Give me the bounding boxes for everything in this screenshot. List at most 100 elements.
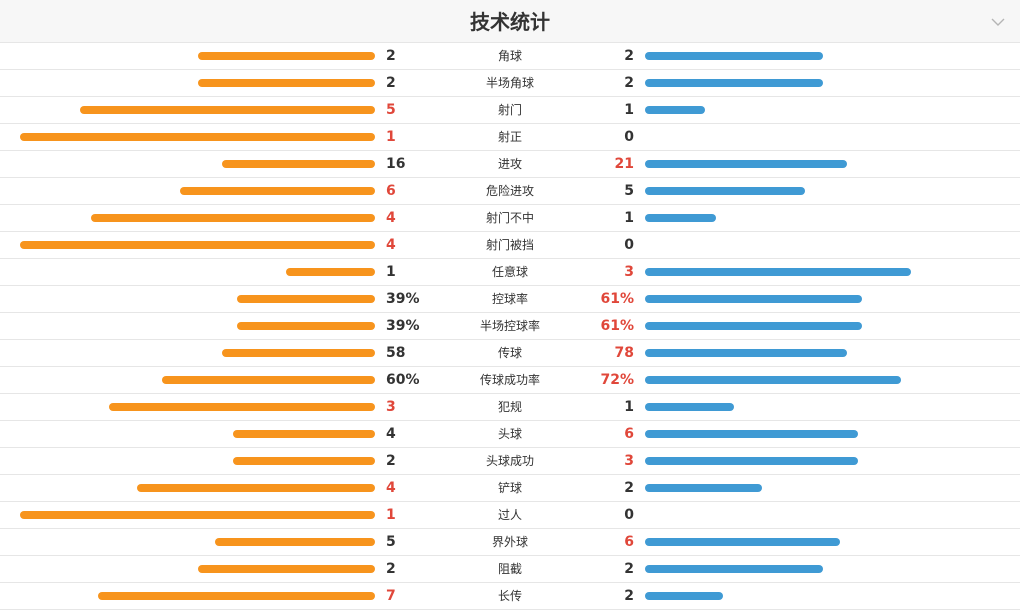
away-value: 6 (624, 426, 634, 442)
away-bar (645, 268, 912, 276)
stat-label: 长传 (497, 589, 522, 603)
stat-label: 射门 (497, 103, 522, 117)
stat-label: 界外球 (491, 535, 528, 549)
home-bar (197, 79, 375, 87)
home-value: 1 (386, 129, 396, 145)
home-value: 4 (386, 480, 396, 496)
stat-row: 39% 半场控球率 61% (0, 313, 1020, 340)
away-bar (645, 79, 823, 87)
stat-label: 头球 (497, 427, 522, 441)
away-bar (645, 565, 823, 573)
away-bar (645, 160, 848, 168)
home-value: 39% (386, 318, 420, 334)
stat-label: 传球成功率 (479, 373, 540, 387)
stat-label: 角球 (497, 49, 522, 63)
away-bar (645, 295, 862, 303)
away-value: 2 (624, 588, 634, 604)
stat-label: 阻截 (497, 562, 522, 576)
away-bar (645, 106, 706, 114)
stat-row: 7 长传 2 (0, 583, 1020, 610)
stat-label: 控球率 (491, 292, 528, 306)
home-bar (233, 430, 375, 438)
panel-title: 技术统计 (470, 10, 550, 34)
home-value: 3 (386, 399, 396, 415)
stat-label: 铲球 (497, 481, 522, 495)
home-value: 39% (386, 291, 420, 307)
away-value: 61% (600, 291, 634, 307)
panel-header: 技术统计 (0, 0, 1020, 43)
home-bar (91, 214, 375, 222)
stat-row: 4 铲球 2 (0, 475, 1020, 502)
stat-label: 传球 (497, 346, 522, 360)
away-value: 1 (624, 102, 634, 118)
home-value: 1 (386, 264, 396, 280)
home-bar (233, 457, 375, 465)
stat-row: 4 射门不中 1 (0, 205, 1020, 232)
away-bar (645, 403, 734, 411)
home-bar (236, 322, 375, 330)
away-value: 0 (624, 507, 634, 523)
away-bar (645, 376, 901, 384)
home-value: 2 (386, 453, 396, 469)
stat-row: 58 传球 78 (0, 340, 1020, 367)
home-bar (108, 403, 375, 411)
home-value: 4 (386, 210, 396, 226)
stat-row: 4 射门被挡 0 (0, 232, 1020, 259)
stat-row: 1 射正 0 (0, 124, 1020, 151)
home-bar (20, 133, 375, 141)
away-value: 21 (614, 156, 634, 172)
home-bar (222, 160, 375, 168)
home-value: 2 (386, 48, 396, 64)
stat-row: 2 阻截 2 (0, 556, 1020, 583)
away-value: 3 (624, 264, 634, 280)
stat-row: 3 犯规 1 (0, 394, 1020, 421)
stat-row: 1 任意球 3 (0, 259, 1020, 286)
stat-label: 过人 (497, 508, 522, 522)
chevron-down-icon[interactable] (990, 14, 1006, 28)
stat-label: 危险进攻 (485, 184, 534, 198)
home-bar (222, 349, 375, 357)
home-bar (20, 511, 375, 519)
away-value: 1 (624, 210, 634, 226)
stat-row: 5 射门 1 (0, 97, 1020, 124)
home-bar (215, 538, 375, 546)
away-value: 6 (624, 534, 634, 550)
away-value: 1 (624, 399, 634, 415)
away-bar (645, 349, 848, 357)
stat-row: 2 头球成功 3 (0, 448, 1020, 475)
stat-label: 射正 (497, 130, 522, 144)
stat-row: 60% 传球成功率 72% (0, 367, 1020, 394)
stat-row: 16 进攻 21 (0, 151, 1020, 178)
stat-label: 进攻 (497, 157, 522, 171)
home-value: 5 (386, 102, 396, 118)
stat-row: 5 界外球 6 (0, 529, 1020, 556)
home-value: 2 (386, 561, 396, 577)
away-bar (645, 322, 862, 330)
stat-label: 任意球 (491, 265, 528, 279)
home-bar (236, 295, 375, 303)
stat-row: 2 角球 2 (0, 43, 1020, 70)
away-value: 2 (624, 48, 634, 64)
away-bar (645, 214, 716, 222)
home-bar (137, 484, 375, 492)
away-value: 2 (624, 561, 634, 577)
stat-row: 6 危险进攻 5 (0, 178, 1020, 205)
home-bar (98, 592, 375, 600)
stat-label: 犯规 (497, 400, 522, 414)
away-value: 2 (624, 480, 634, 496)
stat-label: 半场控球率 (479, 319, 540, 333)
stat-label: 头球成功 (485, 454, 534, 468)
home-bar (197, 565, 375, 573)
away-value: 5 (624, 183, 634, 199)
stat-label: 射门不中 (485, 211, 534, 225)
home-value: 2 (386, 75, 396, 91)
home-bar (179, 187, 375, 195)
home-value: 1 (386, 507, 396, 523)
home-value: 60% (386, 372, 420, 388)
away-value: 3 (624, 453, 634, 469)
home-value: 16 (386, 156, 406, 172)
home-bar (162, 376, 375, 384)
stat-label: 半场角球 (485, 76, 534, 90)
home-value: 4 (386, 237, 396, 253)
